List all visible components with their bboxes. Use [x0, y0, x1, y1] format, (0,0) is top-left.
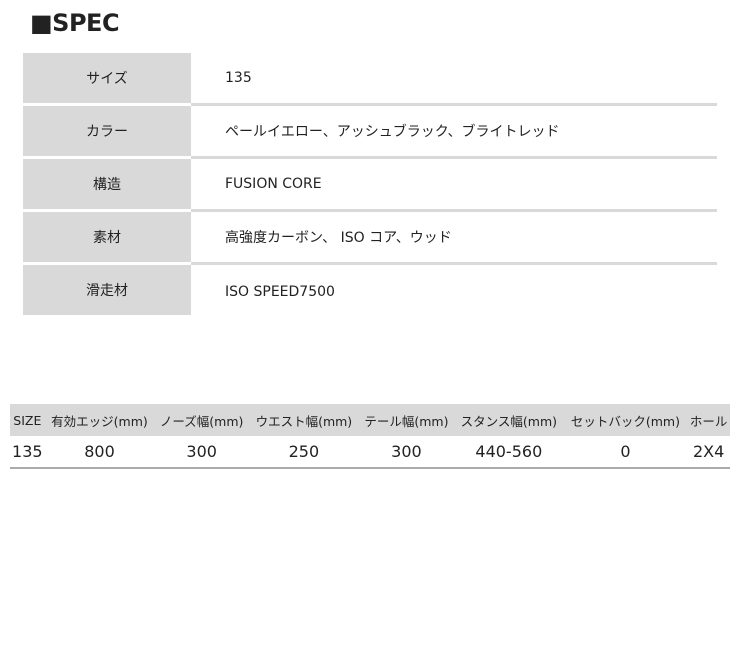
section-title: ■SPEC	[30, 9, 120, 37]
size-table: SIZE 有効エッジ(mm) ノーズ幅(mm) ウエスト幅(mm) テール幅(m…	[10, 404, 730, 469]
spec-label: カラー	[23, 106, 191, 156]
table-cell: 0	[563, 436, 688, 469]
table-row: 135 800 300 250 300 440-560 0 2X4	[10, 436, 730, 469]
spec-row-material: 素材 高強度カーボン、 ISO コア、ウッド	[23, 212, 717, 265]
spec-value: FUSION CORE	[191, 159, 717, 212]
spec-label: サイズ	[23, 53, 191, 103]
spec-label: 素材	[23, 212, 191, 262]
table-cell: 440-560	[454, 436, 564, 469]
table-cell: 250	[249, 436, 359, 469]
header-cell: SIZE	[10, 404, 45, 436]
size-table-header: SIZE 有効エッジ(mm) ノーズ幅(mm) ウエスト幅(mm) テール幅(m…	[10, 404, 730, 436]
spec-row-color: カラー ペールイエロー、アッシュブラック、ブライトレッド	[23, 106, 717, 159]
header-cell: テール幅(mm)	[358, 404, 455, 436]
spec-value: 高強度カーボン、 ISO コア、ウッド	[191, 212, 717, 265]
header-cell: ノーズ幅(mm)	[154, 404, 250, 436]
spec-label: 構造	[23, 159, 191, 209]
table-cell: 300	[358, 436, 455, 469]
header-cell: スタンス幅(mm)	[454, 404, 564, 436]
spec-row-size: サイズ 135	[23, 53, 717, 106]
spec-label: 滑走材	[23, 265, 191, 315]
header-cell: 有効エッジ(mm)	[44, 404, 155, 436]
spec-row-structure: 構造 FUSION CORE	[23, 159, 717, 212]
header-cell: ホール	[687, 404, 730, 436]
table-cell: 2X4	[687, 436, 730, 469]
table-cell: 800	[44, 436, 155, 469]
spec-value: ペールイエロー、アッシュブラック、ブライトレッド	[191, 106, 717, 159]
spec-table: サイズ 135 カラー ペールイエロー、アッシュブラック、ブライトレッド 構造 FUS…	[23, 53, 717, 318]
spec-row-base: 滑走材 ISO SPEED7500	[23, 265, 717, 315]
spec-value: 135	[191, 53, 717, 106]
table-cell: 135	[10, 436, 45, 469]
header-cell: ウエスト幅(mm)	[249, 404, 359, 436]
table-cell: 300	[154, 436, 250, 469]
spec-value: ISO SPEED7500	[225, 283, 335, 300]
header-cell: セットバック(mm)	[563, 404, 688, 436]
